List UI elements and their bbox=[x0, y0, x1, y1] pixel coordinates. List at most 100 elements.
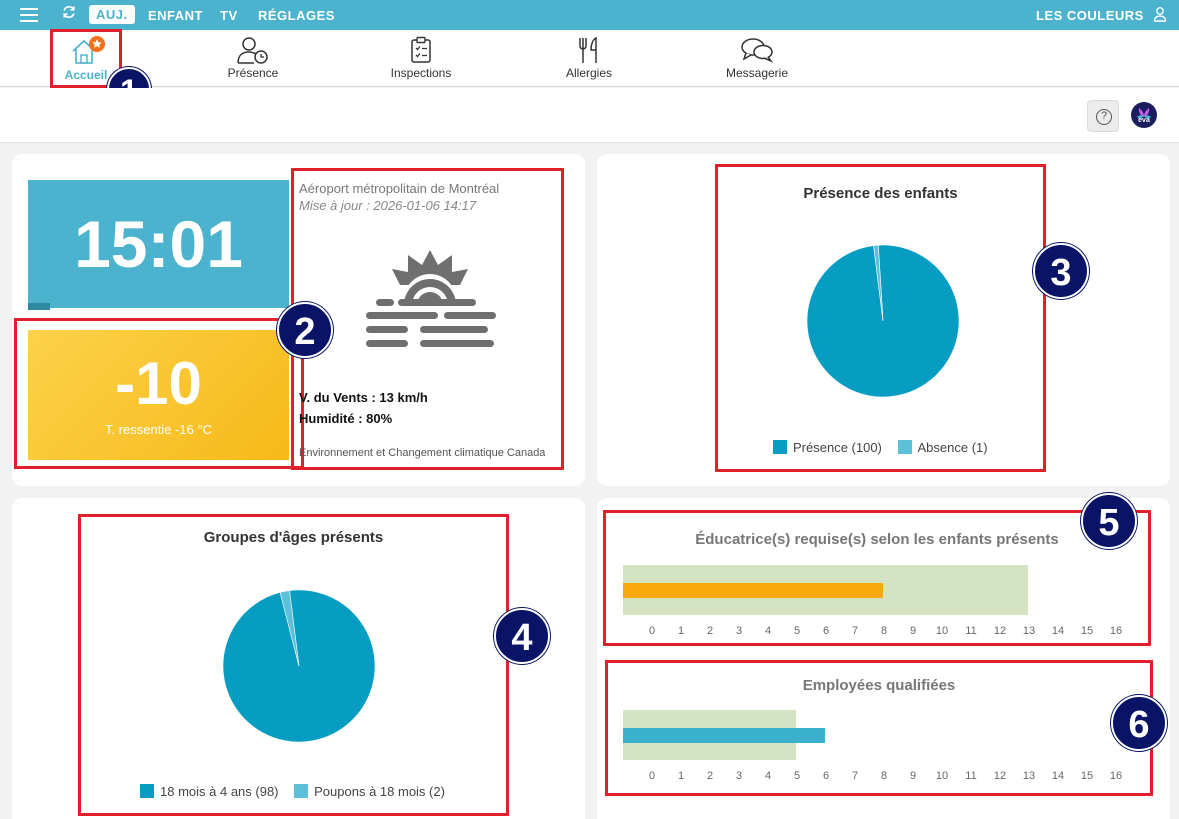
nav-label: Inspections bbox=[390, 66, 452, 80]
clipboard-icon bbox=[411, 36, 431, 63]
bar-value[interactable] bbox=[623, 728, 825, 743]
top-bar: AUJ. ENFANT TV RÉGLAGES LES COULEURS bbox=[0, 0, 1179, 30]
x-tick-label: 10 bbox=[935, 625, 949, 637]
x-tick-label: 0 bbox=[648, 625, 656, 637]
temperature-value: -10 bbox=[115, 350, 202, 417]
x-tick-label: 7 bbox=[851, 625, 859, 637]
callout-badge-4: 4 bbox=[494, 608, 550, 664]
weather-updated: Mise à jour : 2026-01-06 14:17 bbox=[299, 198, 477, 213]
x-tick-label: 6 bbox=[822, 770, 830, 782]
x-tick-label: 2 bbox=[706, 770, 714, 782]
user-icon[interactable] bbox=[1153, 6, 1167, 27]
x-tick-label: 13 bbox=[1022, 625, 1036, 637]
nav-messagerie[interactable]: Messagerie bbox=[722, 36, 792, 80]
x-tick-label: 1 bbox=[677, 770, 685, 782]
humidity: Humidité : 80% bbox=[299, 411, 393, 426]
tab-reglages[interactable]: RÉGLAGES bbox=[258, 8, 335, 23]
nav-inspections[interactable]: Inspections bbox=[386, 36, 456, 80]
chart-title: Présence des enfants bbox=[803, 185, 958, 202]
eva-logo-text: eva bbox=[1138, 117, 1150, 124]
tab-aujourdhui[interactable]: AUJ. bbox=[89, 5, 135, 24]
x-tick-label: 16 bbox=[1109, 770, 1123, 782]
nav-label: Accueil bbox=[64, 68, 108, 82]
chart-title: Groupes d'âges présents bbox=[203, 529, 384, 546]
bar-value[interactable] bbox=[623, 583, 883, 598]
x-tick-label: 16 bbox=[1109, 625, 1123, 637]
legend-item[interactable]: Poupons à 18 mois (2) bbox=[294, 784, 445, 799]
x-tick-label: 4 bbox=[764, 625, 772, 637]
person-clock-icon bbox=[237, 37, 268, 64]
legend-label: 18 mois à 4 ans (98) bbox=[160, 784, 279, 799]
highlight-box-2a bbox=[14, 318, 304, 469]
x-tick-label: 3 bbox=[735, 625, 743, 637]
sub-header: ? bbox=[0, 88, 1179, 143]
weather-source: Environnement et Changement climatique C… bbox=[299, 447, 546, 459]
legend-label: Présence (100) bbox=[793, 440, 882, 455]
legend-label: Poupons à 18 mois (2) bbox=[314, 784, 445, 799]
presence-pie-chart bbox=[806, 244, 960, 398]
x-tick-label: 3 bbox=[735, 770, 743, 782]
highlight-box-4 bbox=[78, 514, 509, 816]
x-tick-label: 9 bbox=[909, 625, 917, 637]
sun-fog-icon bbox=[366, 250, 496, 347]
eva-logo[interactable]: eva bbox=[1131, 102, 1157, 128]
x-tick-label: 10 bbox=[935, 770, 949, 782]
x-tick-label: 4 bbox=[764, 770, 772, 782]
legend-item[interactable]: Absence (1) bbox=[897, 440, 988, 455]
home-icon bbox=[72, 36, 105, 64]
nav-label: Messagerie bbox=[725, 66, 789, 80]
callout-badge-5: 5 bbox=[1081, 493, 1137, 549]
age-groups-legend: 18 mois à 4 ans (98) Poupons à 18 mois (… bbox=[140, 784, 457, 799]
age-groups-pie-chart bbox=[222, 589, 376, 743]
garderie-name[interactable]: LES COULEURS bbox=[1036, 8, 1144, 23]
weather-station: Aéroport métropolitain de Montréal bbox=[299, 181, 500, 196]
feels-like-text: T. ressentie -16 °C bbox=[104, 422, 213, 437]
x-tick-label: 14 bbox=[1051, 770, 1065, 782]
x-tick-label: 13 bbox=[1022, 770, 1036, 782]
x-tick-label: 12 bbox=[993, 625, 1007, 637]
chart-title: Éducatrice(s) requise(s) selon les enfan… bbox=[695, 531, 1059, 548]
legend-item[interactable]: Présence (100) bbox=[773, 440, 882, 455]
pie-slice-0[interactable] bbox=[806, 244, 960, 398]
question-icon: ? bbox=[1096, 109, 1112, 125]
x-tick-label: 8 bbox=[880, 770, 888, 782]
hamburger-menu-icon[interactable] bbox=[20, 8, 38, 22]
nav-presence[interactable]: Présence bbox=[222, 36, 284, 80]
legend-item[interactable]: 18 mois à 4 ans (98) bbox=[140, 784, 279, 799]
nav-allergies[interactable]: Allergies bbox=[562, 36, 616, 80]
tab-tv[interactable]: TV bbox=[220, 8, 238, 23]
clock-display: 15:01 bbox=[28, 180, 289, 308]
legend-swatch bbox=[773, 440, 787, 454]
presence-legend: Présence (100) Absence (1) bbox=[773, 440, 1000, 455]
main-nav: Accueil Présence Inspections Allergies bbox=[0, 30, 1179, 87]
x-tick-label: 11 bbox=[965, 770, 977, 782]
x-tick-label: 8 bbox=[880, 625, 888, 637]
clock-shadow bbox=[28, 303, 50, 310]
x-tick-label: 6 bbox=[822, 625, 830, 637]
chart-title: Employées qualifiées bbox=[802, 677, 956, 694]
fork-knife-icon bbox=[579, 36, 597, 63]
x-tick-label: 5 bbox=[793, 625, 801, 637]
qualified-staff-bar-chart: 0 1 2 3 4 5 6 7 8 9 10 11 12 13 14 15 16 bbox=[623, 710, 1143, 784]
staffing-card bbox=[597, 498, 1170, 819]
pie-slice-1[interactable] bbox=[279, 590, 300, 667]
nav-accueil[interactable]: Accueil bbox=[60, 36, 112, 82]
callout-badge-3: 3 bbox=[1033, 243, 1089, 299]
x-tick-label: 1 bbox=[677, 625, 685, 637]
x-tick-label: 12 bbox=[993, 770, 1007, 782]
educators-bar-chart: 0 1 2 3 4 5 6 7 8 9 10 11 12 13 14 15 16 bbox=[623, 565, 1143, 639]
legend-label: Absence (1) bbox=[917, 440, 988, 455]
chat-bubbles-icon bbox=[741, 38, 774, 63]
refresh-icon[interactable] bbox=[62, 5, 76, 24]
help-button[interactable]: ? bbox=[1087, 100, 1119, 132]
x-tick-label: 15 bbox=[1080, 770, 1094, 782]
temperature-panel: -10 T. ressentie -16 °C bbox=[28, 330, 289, 460]
highlight-box-3 bbox=[715, 164, 1046, 472]
nav-label: Présence bbox=[227, 66, 279, 80]
tab-enfant[interactable]: ENFANT bbox=[148, 8, 203, 23]
wind-speed: V. du Vents : 13 km/h bbox=[299, 390, 428, 405]
highlight-box-1 bbox=[50, 29, 122, 88]
legend-swatch bbox=[897, 440, 912, 454]
pie-slice-1[interactable] bbox=[873, 244, 884, 322]
callout-badge-6: 6 bbox=[1111, 695, 1167, 751]
